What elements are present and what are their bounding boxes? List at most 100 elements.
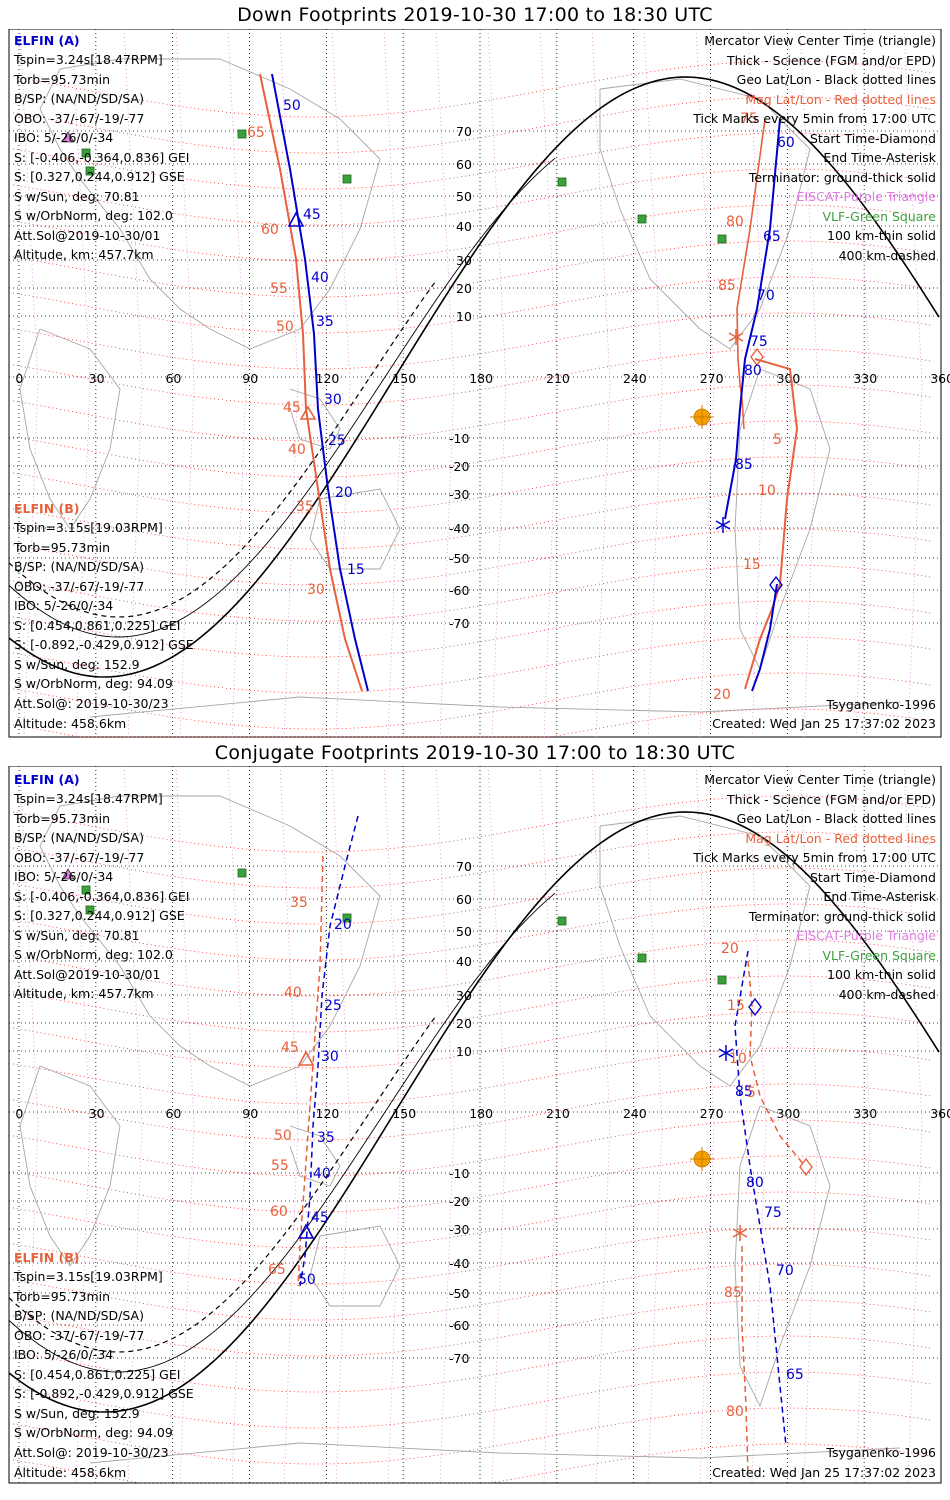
map-frame xyxy=(8,766,942,1484)
continent-antarctica xyxy=(89,1442,901,1464)
lon-tick-label: 270 xyxy=(700,1106,724,1121)
elfin-b-track-south xyxy=(741,1246,749,1477)
elfin-a-info: Tspin=3.24s[18.47RPM] Torb=95.73min B/SP: … xyxy=(14,789,189,1004)
asterisk-stroke xyxy=(718,1048,734,1058)
lon-tick-label: 150 xyxy=(392,1106,416,1121)
legend-entry: 400 km-dashed xyxy=(838,986,936,1002)
elfin-a-time-label: 15 xyxy=(347,562,365,578)
elfin-b-start-diamond xyxy=(750,347,764,367)
legend-entry: EISCAT-Purple Triangle xyxy=(796,189,936,204)
elfin-a-time-label: 85 xyxy=(735,1084,753,1100)
terminator-ground xyxy=(8,811,940,1413)
legend-entry: VLF-Green Square xyxy=(822,947,936,963)
mag-parallel xyxy=(8,96,934,154)
vlf-station-square xyxy=(81,148,91,158)
elfin-b-time-label: 80 xyxy=(726,214,744,230)
elfin-b-time-label: 60 xyxy=(261,222,279,238)
footer-created: Created: Wed Jan 25 17:37:02 2023 xyxy=(712,1465,936,1480)
info-line: S: [-0.892,-0.429,0.912] GSE xyxy=(14,1386,194,1401)
footer-altitude: Altitude: 458.6km xyxy=(14,1465,127,1480)
elfin-b-time-label: 45 xyxy=(281,1040,299,1056)
asterisk-stroke xyxy=(715,520,731,530)
continent-north-america xyxy=(599,815,811,1087)
elfin-b-time-label: 50 xyxy=(274,1128,292,1144)
elfin-a-end-asterisk xyxy=(718,1045,734,1061)
elfin-a-time-label: 60 xyxy=(777,135,795,151)
elfin-a-time-label: 50 xyxy=(298,1272,316,1288)
mag-parallel xyxy=(8,420,934,478)
info-line: Altitude, km: 457.7km xyxy=(14,986,154,1001)
continent-australia xyxy=(309,1225,401,1307)
elfin-b-time-label: 55 xyxy=(270,281,288,297)
elfin-b-track-east xyxy=(747,960,806,1167)
elfin-a-time-label: 20 xyxy=(335,485,353,501)
legend-entry: 100 km-thin solid xyxy=(827,967,936,982)
info-line: Tspin=3.24s[18.47RPM] xyxy=(14,791,163,806)
elfin-b-time-label: 40 xyxy=(284,985,302,1001)
elfin-a-info: Tspin=3.24s[18.47RPM] Torb=95.73min B/SP: … xyxy=(14,50,189,265)
elfin-b-end-asterisk xyxy=(728,329,744,345)
elfin-b-time-label: 75 xyxy=(740,111,758,127)
legend-entry: EISCAT-Purple Triangle xyxy=(796,928,936,943)
lon-tick-label: 90 xyxy=(242,371,258,386)
info-line: Torb=95.73min xyxy=(14,1288,111,1304)
elfin-b-time-label: 85 xyxy=(724,1285,742,1301)
lat-tick-label: 10 xyxy=(456,1044,472,1059)
lon-tick-label: 60 xyxy=(165,371,181,386)
info-line: S w/OrbNorm, deg: 94.09 xyxy=(14,676,173,691)
elfin-a-start-diamond xyxy=(769,575,783,595)
terminator-ground xyxy=(8,76,940,678)
mag-parallel xyxy=(8,1371,934,1429)
elfin-a-track-east xyxy=(734,950,787,1447)
lon-tick-label: 300 xyxy=(777,1106,801,1121)
mag-parallel xyxy=(8,672,934,730)
elfin-b-end-asterisk xyxy=(732,1225,748,1241)
lat-tick-label: 40 xyxy=(456,219,472,234)
elfin-b-time-label: 10 xyxy=(729,1051,747,1067)
info-line: S w/OrbNorm, deg: 102.0 xyxy=(14,947,173,962)
info-line: Torb=95.73min xyxy=(14,539,111,555)
lon-tick-label: 120 xyxy=(316,1106,340,1121)
info-line: Att.Sol@: 2019-10-30/23 xyxy=(14,1444,169,1460)
lat-tick-label: 70 xyxy=(456,124,472,139)
eiscat-triangle xyxy=(61,131,75,143)
legend-entry: Terminator: ground-thick solid xyxy=(748,908,936,924)
elfin-a-track-east xyxy=(724,118,781,520)
legend-entry: Start Time-Diamond xyxy=(809,130,936,146)
elfin-b-time-label: 65 xyxy=(268,1262,286,1278)
terminator-400km xyxy=(8,281,436,618)
lon-tick-label: 30 xyxy=(89,1106,105,1121)
elfin-b-start-diamond xyxy=(799,1157,813,1177)
lat-tick-label: 40 xyxy=(456,954,472,969)
info-line: B/SP: (NA/ND/SD/SA) xyxy=(14,830,144,845)
lon-tick-label: 240 xyxy=(623,371,647,386)
info-line: Tspin=3.15s[19.03RPM] xyxy=(14,520,163,535)
vlf-station-square xyxy=(557,177,567,187)
mag-parallel xyxy=(8,939,934,997)
terminator-100km xyxy=(8,157,556,638)
legend-entry: Mag Lat/Lon - Red dotted lines xyxy=(745,91,936,107)
elfin-a-time-label: 45 xyxy=(311,1210,329,1226)
info-line: IBO: 5/-26/0/-34 xyxy=(14,130,114,145)
continent-south-america xyxy=(734,1105,831,1408)
elfin-a-time-label: 50 xyxy=(283,98,301,114)
legend-entry: Mag Lat/Lon - Red dotted lines xyxy=(745,830,936,846)
vlf-station-square xyxy=(85,905,95,915)
info-line: B/SP: (NA/ND/SD/SA) xyxy=(14,559,144,574)
mag-parallel xyxy=(8,1083,934,1141)
elfin-b-time-label: 5 xyxy=(773,432,782,448)
elfin-b-time-label: 80 xyxy=(726,1404,744,1420)
vlf-station-square xyxy=(81,885,91,895)
mag-parallel xyxy=(8,1407,934,1465)
mag-parallel xyxy=(8,1335,934,1393)
legend-entry: Thick - Science (FGM and/or EPD) xyxy=(727,52,936,68)
footer-created: Created: Wed Jan 25 17:37:02 2023 xyxy=(712,716,936,731)
lat-tick-label: 70 xyxy=(456,859,472,874)
vlf-station-square xyxy=(342,174,352,184)
elfin-a-time-label: 75 xyxy=(764,1205,782,1221)
continent-south-america xyxy=(734,368,831,671)
mag-parallel xyxy=(8,867,934,925)
elfin-a-time-label: 30 xyxy=(324,392,342,408)
mag-parallel xyxy=(8,831,934,889)
lon-tick-label: 360 xyxy=(930,371,950,386)
